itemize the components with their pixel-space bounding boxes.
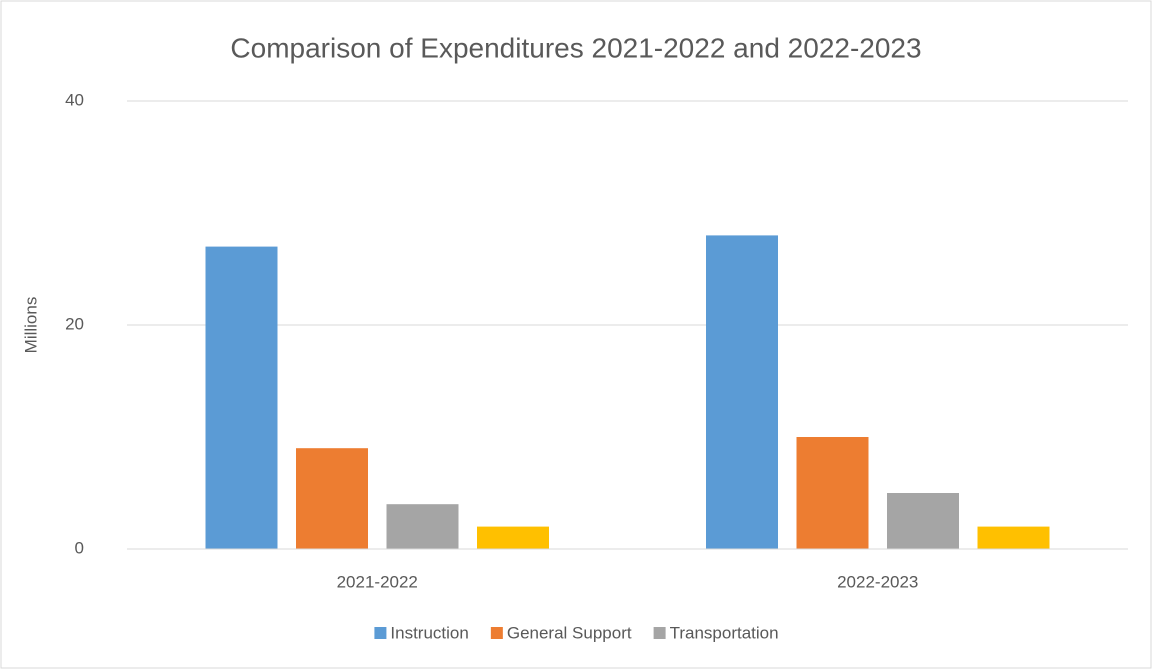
legend-label: General Support bbox=[507, 623, 632, 642]
y-tick-label: 40 bbox=[65, 90, 84, 109]
bar bbox=[296, 448, 368, 549]
bar bbox=[706, 235, 778, 549]
bar bbox=[205, 246, 278, 549]
bar bbox=[887, 493, 959, 549]
y-axis-label: Millions bbox=[21, 297, 40, 354]
bar bbox=[977, 526, 1050, 549]
y-tick-label: 20 bbox=[65, 314, 84, 333]
legend-swatch bbox=[490, 627, 503, 639]
legend-swatch bbox=[653, 627, 666, 639]
x-tick-label: 2021-2022 bbox=[337, 572, 418, 591]
bar bbox=[796, 437, 869, 549]
bar bbox=[477, 526, 549, 549]
chart-title: Comparison of Expenditures 2021-2022 and… bbox=[230, 32, 921, 63]
legend-label: Instruction bbox=[390, 623, 468, 642]
legend-label: Transportation bbox=[670, 623, 779, 642]
y-tick-label: 0 bbox=[75, 538, 84, 557]
legend-swatch bbox=[374, 627, 387, 639]
bar bbox=[386, 504, 459, 549]
x-tick-label: 2022-2023 bbox=[837, 572, 918, 591]
